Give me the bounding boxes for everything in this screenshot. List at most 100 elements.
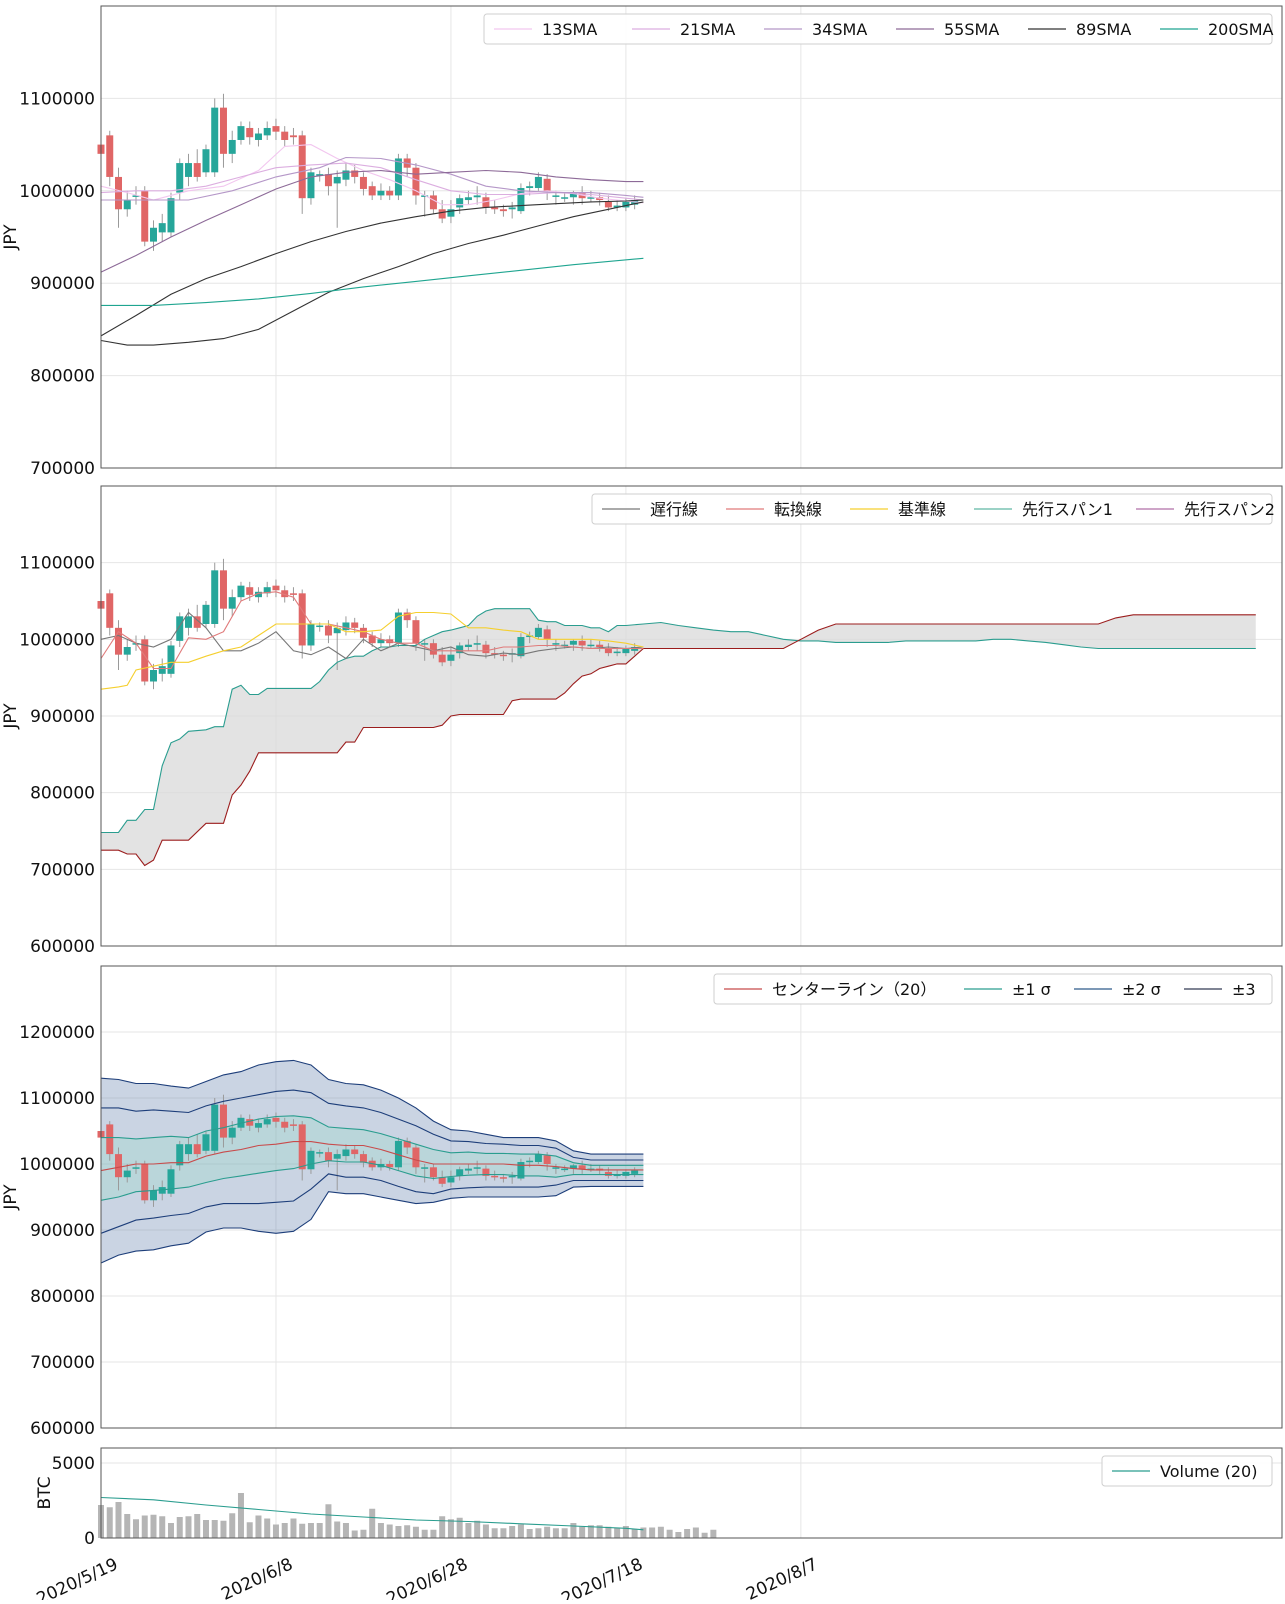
volume-bar (412, 1526, 419, 1538)
volume-bar (701, 1532, 708, 1538)
x-tick-label: 2020/6/8 (218, 1554, 296, 1600)
candle-body (447, 654, 455, 661)
candle-body (158, 1187, 166, 1194)
plot-frame (100, 5, 1283, 469)
volume-bar (325, 1504, 332, 1538)
candle-body (184, 616, 192, 628)
candle-body (141, 639, 149, 682)
candle-body (613, 205, 621, 208)
candle-body (176, 616, 184, 641)
candle-body (447, 209, 455, 217)
volume-bar (605, 1526, 612, 1538)
series-line (100, 162, 644, 201)
series-line (100, 611, 644, 660)
candle-body (377, 190, 385, 196)
legend-label: 基準線 (898, 500, 946, 519)
candle-body (613, 651, 621, 654)
candle-body (263, 587, 271, 594)
candle-body (386, 190, 394, 196)
candle-body (193, 1144, 201, 1155)
volume-bar (106, 1507, 113, 1538)
candle-body (237, 585, 245, 598)
candle-body (114, 1154, 122, 1178)
candle-body (106, 1124, 114, 1155)
candle-body (464, 644, 472, 647)
legend-box (483, 13, 1273, 45)
candle-body (281, 131, 289, 140)
candle-body (456, 198, 464, 208)
candle-body (429, 195, 437, 210)
plot-frame (100, 485, 1283, 947)
volume-bar (552, 1528, 559, 1538)
candle-body (149, 670, 157, 682)
series-line (100, 591, 644, 670)
y-tick-label: 700000 (30, 1353, 95, 1373)
volume-bar (649, 1527, 656, 1538)
candle-body (561, 197, 569, 199)
plot-frame (100, 965, 1283, 1429)
candle-body (569, 1165, 577, 1169)
legend-label: ±1 σ (1012, 980, 1051, 999)
volume-bar (596, 1525, 603, 1538)
candle-body (307, 172, 315, 199)
candle-body (316, 625, 324, 628)
volume-bar (614, 1527, 621, 1538)
legend-box (1101, 1455, 1273, 1487)
candle-body (123, 647, 131, 655)
candle-body (272, 126, 280, 132)
candle-body (281, 1121, 289, 1128)
volume-bar (150, 1514, 157, 1538)
candle-body (386, 1164, 394, 1168)
candle-body (351, 622, 359, 628)
candle-body (438, 1177, 446, 1184)
volume-bar (500, 1528, 507, 1538)
legend-label: センターライン（20） (772, 980, 936, 999)
candle-body (368, 186, 376, 196)
volume-bar (264, 1518, 271, 1538)
volume-bar (369, 1508, 376, 1538)
series-line (100, 1173, 644, 1234)
candle-body (158, 666, 166, 674)
candle-body (106, 593, 114, 628)
y-axis-label: JPY (1, 703, 21, 730)
series-line (100, 1160, 644, 1201)
candle-body (211, 570, 219, 624)
legend-label: ±3 (1232, 980, 1256, 999)
volume-bar (666, 1529, 673, 1538)
candle-body (482, 197, 490, 208)
candle-body (569, 640, 577, 645)
candle-body (289, 1124, 297, 1126)
candle-body (202, 1134, 210, 1151)
candle-body (298, 1124, 306, 1170)
candle-body (193, 616, 201, 628)
legend-label: 200SMA (1208, 20, 1274, 39)
candle-body (596, 644, 604, 647)
candle-body (438, 654, 446, 663)
panel-1: 700000 800000 900000 1000000 1100000 JPY 13SMA… (1, 5, 1283, 479)
candle-body (604, 1171, 612, 1176)
volume-bar (246, 1522, 253, 1538)
candle-body (429, 643, 437, 655)
candle-body (246, 1119, 254, 1126)
legend-label: 13SMA (542, 20, 597, 39)
legend-label: 先行スパン1 (1022, 500, 1113, 519)
candle-body (543, 1155, 551, 1164)
candle-body (377, 639, 385, 644)
kumo-cloud (101, 608, 1256, 866)
volume-bar (360, 1529, 367, 1538)
volume-bar (657, 1526, 664, 1538)
volume-bar (141, 1515, 148, 1538)
candle-body (508, 207, 516, 210)
candle-body (272, 1117, 280, 1122)
candle-body (289, 135, 297, 138)
candle-body (324, 174, 332, 187)
legend-label: 先行スパン2 (1184, 500, 1275, 519)
candle-body (622, 1171, 630, 1176)
x-tick-label: 2020/5/19 (34, 1554, 121, 1600)
candle-body (403, 612, 411, 621)
volume-bar (132, 1519, 139, 1538)
volume-bar (570, 1523, 577, 1538)
y-tick-label: 1100000 (19, 1089, 95, 1109)
candle-body (587, 197, 595, 199)
